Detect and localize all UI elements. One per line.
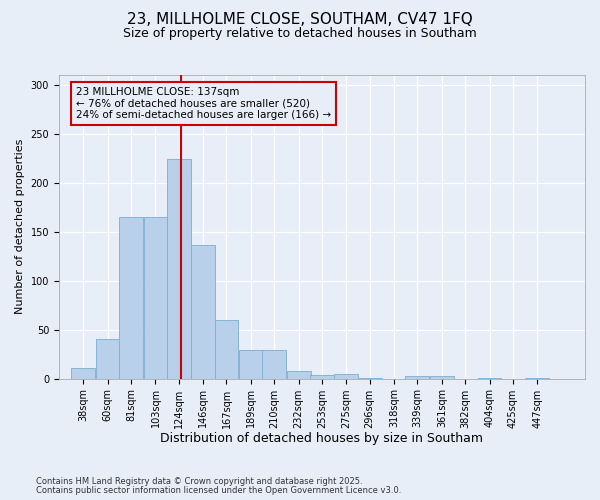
Text: 23 MILLHOLME CLOSE: 137sqm
← 76% of detached houses are smaller (520)
24% of sem: 23 MILLHOLME CLOSE: 137sqm ← 76% of deta… (76, 87, 331, 120)
Bar (167, 159, 191, 378)
X-axis label: Distribution of detached houses by size in Southam: Distribution of detached houses by size … (160, 432, 484, 445)
Bar (406, 376, 430, 378)
Bar (334, 374, 358, 378)
Bar (310, 374, 334, 378)
Bar (430, 376, 454, 378)
Bar (71, 368, 95, 378)
Bar (287, 371, 311, 378)
Y-axis label: Number of detached properties: Number of detached properties (15, 139, 25, 314)
Text: Contains public sector information licensed under the Open Government Licence v3: Contains public sector information licen… (36, 486, 401, 495)
Bar (143, 217, 167, 378)
Bar (262, 350, 286, 378)
Bar (215, 320, 238, 378)
Bar (119, 217, 143, 378)
Bar (191, 246, 215, 378)
Bar (96, 340, 119, 378)
Text: Size of property relative to detached houses in Southam: Size of property relative to detached ho… (123, 28, 477, 40)
Text: 23, MILLHOLME CLOSE, SOUTHAM, CV47 1FQ: 23, MILLHOLME CLOSE, SOUTHAM, CV47 1FQ (127, 12, 473, 28)
Text: Contains HM Land Registry data © Crown copyright and database right 2025.: Contains HM Land Registry data © Crown c… (36, 477, 362, 486)
Bar (239, 350, 263, 378)
